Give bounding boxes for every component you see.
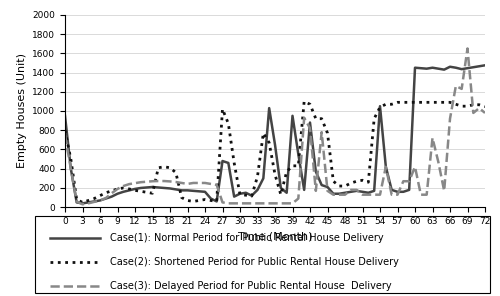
Text: Case(2): Shortened Period for Public Rental House Delivery: Case(2): Shortened Period for Public Ren… (110, 257, 399, 267)
Text: Case(3): Delayed Period for Public Rental House  Delivery: Case(3): Delayed Period for Public Renta… (110, 281, 392, 291)
Text: Case(1): Normal Period for Public Rental House Delivery: Case(1): Normal Period for Public Rental… (110, 233, 384, 243)
Y-axis label: Empty Houses (Unit): Empty Houses (Unit) (16, 54, 26, 168)
X-axis label: Time (Month): Time (Month) (238, 231, 312, 242)
